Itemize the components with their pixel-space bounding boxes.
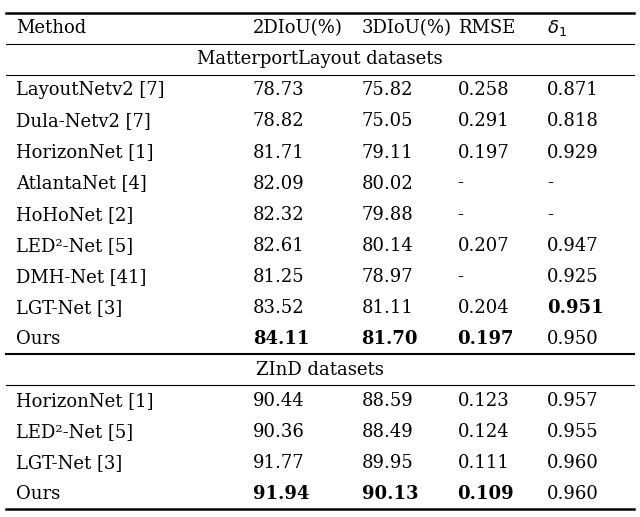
Text: RMSE: RMSE bbox=[458, 20, 515, 37]
Text: 82.32: 82.32 bbox=[253, 206, 305, 223]
Text: 81.71: 81.71 bbox=[253, 144, 305, 161]
Text: LayoutNetv2 [7]: LayoutNetv2 [7] bbox=[16, 82, 164, 99]
Text: 0.955: 0.955 bbox=[547, 423, 599, 440]
Text: 81.25: 81.25 bbox=[253, 268, 305, 285]
Text: -: - bbox=[458, 268, 463, 285]
Text: -: - bbox=[547, 206, 553, 223]
Text: 0.950: 0.950 bbox=[547, 330, 599, 347]
Text: 81.70: 81.70 bbox=[362, 330, 418, 347]
Text: HorizonNet [1]: HorizonNet [1] bbox=[16, 144, 154, 161]
Text: 75.82: 75.82 bbox=[362, 82, 413, 99]
Text: 91.94: 91.94 bbox=[253, 485, 309, 503]
Text: 0.929: 0.929 bbox=[547, 144, 599, 161]
Text: 89.95: 89.95 bbox=[362, 454, 413, 472]
Text: 0.109: 0.109 bbox=[458, 485, 514, 503]
Text: 0.124: 0.124 bbox=[458, 423, 509, 440]
Text: 0.960: 0.960 bbox=[547, 454, 599, 472]
Text: 0.291: 0.291 bbox=[458, 113, 509, 130]
Text: 0.197: 0.197 bbox=[458, 330, 514, 347]
Text: -: - bbox=[458, 175, 463, 192]
Text: 2DIoU(%): 2DIoU(%) bbox=[253, 20, 342, 37]
Text: LGT-Net [3]: LGT-Net [3] bbox=[16, 299, 122, 316]
Text: 82.61: 82.61 bbox=[253, 237, 305, 254]
Text: ZInD datasets: ZInD datasets bbox=[256, 361, 384, 378]
Text: 80.02: 80.02 bbox=[362, 175, 413, 192]
Text: Ours: Ours bbox=[16, 485, 60, 503]
Text: 0.204: 0.204 bbox=[458, 299, 509, 316]
Text: 0.957: 0.957 bbox=[547, 392, 599, 409]
Text: 83.52: 83.52 bbox=[253, 299, 305, 316]
Text: Method: Method bbox=[16, 20, 86, 37]
Text: 88.59: 88.59 bbox=[362, 392, 413, 409]
Text: LED²-Net [5]: LED²-Net [5] bbox=[16, 423, 133, 440]
Text: $\delta_1$: $\delta_1$ bbox=[547, 19, 567, 38]
Text: MatterportLayout datasets: MatterportLayout datasets bbox=[197, 51, 443, 68]
Text: Dula-Netv2 [7]: Dula-Netv2 [7] bbox=[16, 113, 151, 130]
Text: 90.44: 90.44 bbox=[253, 392, 305, 409]
Text: -: - bbox=[458, 206, 463, 223]
Text: 81.11: 81.11 bbox=[362, 299, 413, 316]
Text: 75.05: 75.05 bbox=[362, 113, 413, 130]
Text: 88.49: 88.49 bbox=[362, 423, 413, 440]
Text: 78.97: 78.97 bbox=[362, 268, 413, 285]
Text: 3DIoU(%): 3DIoU(%) bbox=[362, 20, 452, 37]
Text: 0.951: 0.951 bbox=[547, 299, 604, 316]
Text: 0.258: 0.258 bbox=[458, 82, 509, 99]
Text: 80.14: 80.14 bbox=[362, 237, 413, 254]
Text: 0.207: 0.207 bbox=[458, 237, 509, 254]
Text: 90.13: 90.13 bbox=[362, 485, 418, 503]
Text: 0.111: 0.111 bbox=[458, 454, 509, 472]
Text: 84.11: 84.11 bbox=[253, 330, 309, 347]
Text: HorizonNet [1]: HorizonNet [1] bbox=[16, 392, 154, 409]
Text: 0.123: 0.123 bbox=[458, 392, 509, 409]
Text: LGT-Net [3]: LGT-Net [3] bbox=[16, 454, 122, 472]
Text: 78.73: 78.73 bbox=[253, 82, 305, 99]
Text: 0.818: 0.818 bbox=[547, 113, 599, 130]
Text: 0.925: 0.925 bbox=[547, 268, 599, 285]
Text: 82.09: 82.09 bbox=[253, 175, 305, 192]
Text: LED²-Net [5]: LED²-Net [5] bbox=[16, 237, 133, 254]
Text: 91.77: 91.77 bbox=[253, 454, 305, 472]
Text: 79.88: 79.88 bbox=[362, 206, 413, 223]
Text: AtlantaNet [4]: AtlantaNet [4] bbox=[16, 175, 147, 192]
Text: 0.960: 0.960 bbox=[547, 485, 599, 503]
Text: -: - bbox=[547, 175, 553, 192]
Text: 0.197: 0.197 bbox=[458, 144, 509, 161]
Text: HoHoNet [2]: HoHoNet [2] bbox=[16, 206, 133, 223]
Text: 0.947: 0.947 bbox=[547, 237, 599, 254]
Text: 78.82: 78.82 bbox=[253, 113, 305, 130]
Text: DMH-Net [41]: DMH-Net [41] bbox=[16, 268, 147, 285]
Text: 79.11: 79.11 bbox=[362, 144, 413, 161]
Text: 0.871: 0.871 bbox=[547, 82, 599, 99]
Text: 90.36: 90.36 bbox=[253, 423, 305, 440]
Text: Ours: Ours bbox=[16, 330, 60, 347]
